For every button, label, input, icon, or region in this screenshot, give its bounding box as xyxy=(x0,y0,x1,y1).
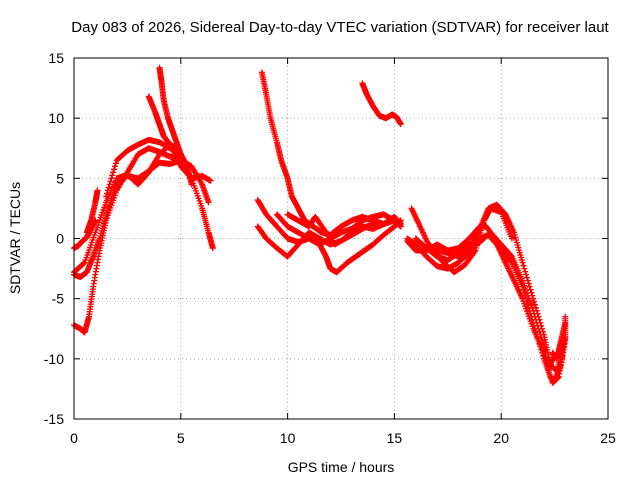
data-point xyxy=(94,187,101,194)
data-point xyxy=(520,262,527,269)
data-point xyxy=(471,248,478,255)
series-track-14 xyxy=(359,80,404,128)
chart-title: Day 083 of 2026, Sidereal Day-to-day VTE… xyxy=(71,19,609,36)
data-points xyxy=(71,64,569,386)
y-tick-label: 10 xyxy=(48,110,64,126)
axis-ticks: 0 5 10 15 20 25 -15 -10 -5 0 5 10 15 xyxy=(44,50,616,446)
series-track-10 xyxy=(254,196,404,276)
series-track-19 xyxy=(429,205,515,276)
data-point xyxy=(533,319,540,326)
data-point xyxy=(530,307,537,314)
data-point xyxy=(525,280,532,287)
data-point xyxy=(110,169,117,176)
data-point xyxy=(508,235,515,242)
data-point xyxy=(532,313,539,320)
data-point xyxy=(532,301,539,308)
data-point xyxy=(80,260,87,267)
data-point xyxy=(397,223,404,230)
data-point xyxy=(188,181,195,188)
y-tick-label: -15 xyxy=(44,411,64,427)
data-point xyxy=(103,193,110,200)
data-point xyxy=(209,245,216,252)
data-point xyxy=(104,187,111,194)
x-tick-label: 25 xyxy=(600,430,616,446)
series-track-5 xyxy=(83,187,101,236)
data-point xyxy=(522,268,529,275)
data-point xyxy=(540,340,547,347)
x-tick-label: 0 xyxy=(70,430,78,446)
x-tick-label: 5 xyxy=(177,430,185,446)
data-point xyxy=(537,331,544,338)
data-point xyxy=(507,252,514,259)
data-point xyxy=(524,277,531,284)
y-tick-label: -10 xyxy=(44,351,64,367)
data-point xyxy=(538,334,545,341)
series-track-12 xyxy=(273,211,404,248)
data-point xyxy=(527,286,534,293)
data-point xyxy=(524,274,531,281)
data-point xyxy=(207,177,214,184)
y-axis-title: SDTVAR / TECUs xyxy=(7,182,23,294)
y-tick-label: 15 xyxy=(48,50,64,66)
data-point xyxy=(205,199,212,206)
data-point xyxy=(534,322,541,329)
data-point xyxy=(107,178,114,185)
x-tick-label: 20 xyxy=(493,430,509,446)
data-point xyxy=(374,219,381,226)
series-track-8 xyxy=(156,64,184,158)
data-point xyxy=(177,151,184,158)
data-point xyxy=(526,283,533,290)
data-point xyxy=(538,346,545,353)
data-point xyxy=(535,325,542,332)
data-point xyxy=(562,319,569,326)
data-point xyxy=(111,166,118,173)
data-point xyxy=(539,337,546,344)
data-point xyxy=(105,184,112,191)
data-point xyxy=(109,172,116,179)
y-tick-label: 0 xyxy=(56,231,64,247)
data-point xyxy=(531,298,538,305)
data-point xyxy=(112,160,119,167)
data-point xyxy=(523,271,530,278)
data-point xyxy=(531,310,538,317)
series-track-13 xyxy=(284,211,381,248)
data-point xyxy=(524,298,531,305)
data-point xyxy=(521,265,528,272)
data-point xyxy=(507,258,514,265)
data-point xyxy=(532,316,539,323)
y-tick-label: 5 xyxy=(56,170,64,186)
data-point xyxy=(103,190,110,197)
y-tick-label: -5 xyxy=(52,291,65,307)
series-track-20 xyxy=(549,319,569,362)
data-point xyxy=(106,181,113,188)
x-tick-label: 15 xyxy=(387,430,403,446)
data-point xyxy=(397,121,404,128)
series-track-3 xyxy=(71,145,216,336)
data-point xyxy=(111,163,118,170)
x-tick-label: 10 xyxy=(280,430,296,446)
data-point xyxy=(562,313,569,320)
data-point xyxy=(536,328,543,335)
data-point xyxy=(519,259,526,266)
data-point xyxy=(108,175,115,182)
x-axis-title: GPS time / hours xyxy=(288,459,395,475)
